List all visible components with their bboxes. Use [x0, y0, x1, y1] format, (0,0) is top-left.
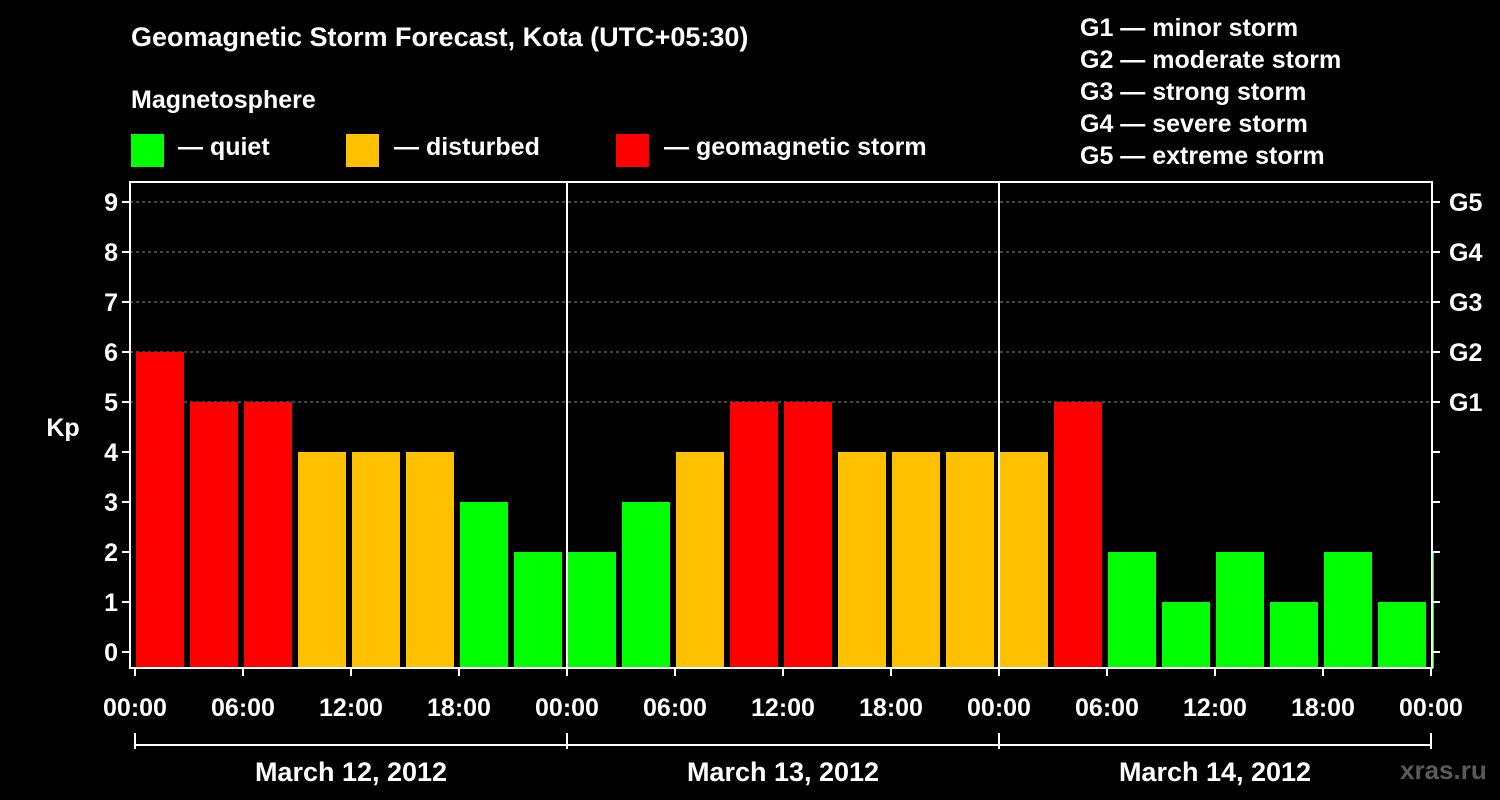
bar-kp-5 — [406, 452, 454, 668]
y-tick-label-5: 5 — [104, 389, 118, 417]
y-tick-label-0: 0 — [104, 639, 118, 667]
bar-kp-13 — [838, 452, 886, 668]
x-tick-label-8: 00:00 — [967, 694, 1031, 722]
date-label-0: March 12, 2012 — [255, 757, 447, 787]
y-tick-label-7: 7 — [104, 289, 118, 317]
g-scale-g3: G3 — strong storm — [1080, 78, 1307, 106]
bar-kp-18 — [1108, 552, 1156, 668]
bar-kp-10 — [676, 452, 724, 668]
legend-swatch-storm — [616, 134, 649, 167]
bar-kp-6 — [460, 502, 508, 668]
bar-kp-3 — [298, 452, 346, 668]
watermark: xras.ru — [1400, 755, 1487, 785]
date-label-1: March 13, 2012 — [687, 757, 879, 787]
legend-swatch-disturbed — [346, 134, 379, 167]
bar-kp-23 — [1378, 602, 1426, 668]
y-axis-label: Kp — [46, 414, 79, 442]
legend-heading: Magnetosphere — [131, 86, 316, 114]
bar-kp-11 — [730, 402, 778, 668]
g-axis-label-g3: G3 — [1449, 289, 1482, 317]
x-tick-label-4: 00:00 — [535, 694, 599, 722]
y-tick-label-6: 6 — [104, 339, 118, 367]
x-tick-label-12: 00:00 — [1399, 694, 1463, 722]
bar-kp-9 — [622, 502, 670, 668]
y-tick-label-9: 9 — [104, 189, 118, 217]
y-tick-label-1: 1 — [104, 589, 118, 617]
bar-kp-12 — [784, 402, 832, 668]
y-tick-label-4: 4 — [104, 439, 118, 467]
legend-swatch-quiet — [131, 134, 164, 167]
g-axis-label-g5: G5 — [1449, 189, 1482, 217]
x-tick-label-7: 18:00 — [859, 694, 923, 722]
g-scale-g4: G4 — severe storm — [1080, 110, 1308, 138]
x-tick-label-1: 06:00 — [211, 694, 275, 722]
chart-title: Geomagnetic Storm Forecast, Kota (UTC+05… — [131, 22, 749, 52]
bar-kp-16 — [1000, 452, 1048, 668]
g-scale-g1: G1 — minor storm — [1080, 14, 1299, 42]
g-axis-label-g1: G1 — [1449, 389, 1482, 417]
bar-kp-7 — [514, 552, 562, 668]
x-tick-label-11: 18:00 — [1291, 694, 1355, 722]
date-label-2: March 14, 2012 — [1119, 757, 1311, 787]
bar-kp-14 — [892, 452, 940, 668]
x-tick-label-2: 12:00 — [319, 694, 383, 722]
x-tick-label-10: 12:00 — [1183, 694, 1247, 722]
x-tick-label-3: 18:00 — [427, 694, 491, 722]
bar-kp-1 — [190, 402, 238, 668]
bar-kp-2 — [244, 402, 292, 668]
x-tick-label-5: 06:00 — [643, 694, 707, 722]
bar-kp-8 — [568, 552, 616, 668]
legend-label-quiet: — quiet — [178, 133, 270, 161]
bar-kp-0 — [136, 352, 184, 668]
y-tick-label-2: 2 — [104, 539, 118, 567]
y-tick-label-3: 3 — [104, 489, 118, 517]
bar-kp-15 — [946, 452, 994, 668]
g-scale-g2: G2 — moderate storm — [1080, 46, 1342, 74]
bar-kp-22 — [1324, 552, 1372, 668]
x-tick-label-0: 00:00 — [103, 694, 167, 722]
bar-kp-19 — [1162, 602, 1210, 668]
x-tick-label-9: 06:00 — [1075, 694, 1139, 722]
g-scale-g5: G5 — extreme storm — [1080, 142, 1325, 170]
g-axis-label-g4: G4 — [1449, 239, 1482, 267]
legend-label-storm: — geomagnetic storm — [664, 133, 927, 161]
bar-kp-4 — [352, 452, 400, 668]
bar-kp-17 — [1054, 402, 1102, 668]
y-tick-label-8: 8 — [104, 239, 118, 267]
legend-label-disturbed: — disturbed — [394, 133, 540, 161]
x-tick-label-6: 12:00 — [751, 694, 815, 722]
bar-kp-21 — [1270, 602, 1318, 668]
g-axis-label-g2: G2 — [1449, 339, 1482, 367]
plot-frame — [129, 181, 1433, 669]
bar-kp-20 — [1216, 552, 1264, 668]
